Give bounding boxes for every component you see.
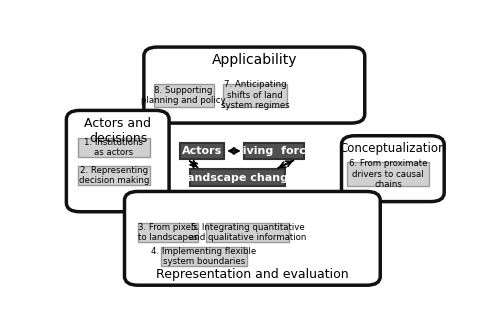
Text: Conceptualization: Conceptualization (340, 142, 446, 155)
FancyBboxPatch shape (124, 191, 380, 285)
FancyBboxPatch shape (78, 138, 150, 157)
Text: Driving  forces: Driving forces (228, 146, 320, 156)
FancyBboxPatch shape (206, 223, 289, 242)
Text: Actors and
decisions: Actors and decisions (84, 117, 152, 145)
FancyBboxPatch shape (162, 247, 246, 266)
FancyBboxPatch shape (190, 169, 285, 186)
Text: 8. Supporting
planning and policy: 8. Supporting planning and policy (142, 86, 226, 105)
Text: 6. From proximate
drivers to causal
chains: 6. From proximate drivers to causal chai… (349, 160, 427, 189)
FancyBboxPatch shape (66, 111, 169, 212)
Text: 4. Implementing flexible
system boundaries: 4. Implementing flexible system boundari… (152, 247, 256, 266)
FancyBboxPatch shape (144, 47, 364, 123)
Text: Applicability: Applicability (212, 53, 297, 67)
FancyBboxPatch shape (224, 84, 287, 107)
FancyBboxPatch shape (180, 143, 224, 159)
Text: Actors: Actors (182, 146, 222, 156)
Text: 1. Institutions
as actors: 1. Institutions as actors (84, 138, 144, 158)
FancyBboxPatch shape (342, 136, 444, 202)
Text: Landscape change: Landscape change (180, 172, 296, 183)
Text: 5. Integrating quantitative
and qualitative information: 5. Integrating quantitative and qualitat… (189, 223, 306, 242)
Text: 7. Anticipating
shifts of land
system regimes: 7. Anticipating shifts of land system re… (221, 80, 290, 110)
FancyBboxPatch shape (154, 84, 214, 107)
FancyBboxPatch shape (138, 223, 198, 242)
FancyBboxPatch shape (78, 166, 150, 185)
FancyBboxPatch shape (244, 143, 304, 159)
FancyBboxPatch shape (348, 162, 428, 187)
Text: 2. Representing
decision making: 2. Representing decision making (78, 166, 149, 185)
Text: Representation and evaluation: Representation and evaluation (156, 268, 348, 281)
Text: 3. From pixels
to landscapes: 3. From pixels to landscapes (138, 223, 198, 242)
